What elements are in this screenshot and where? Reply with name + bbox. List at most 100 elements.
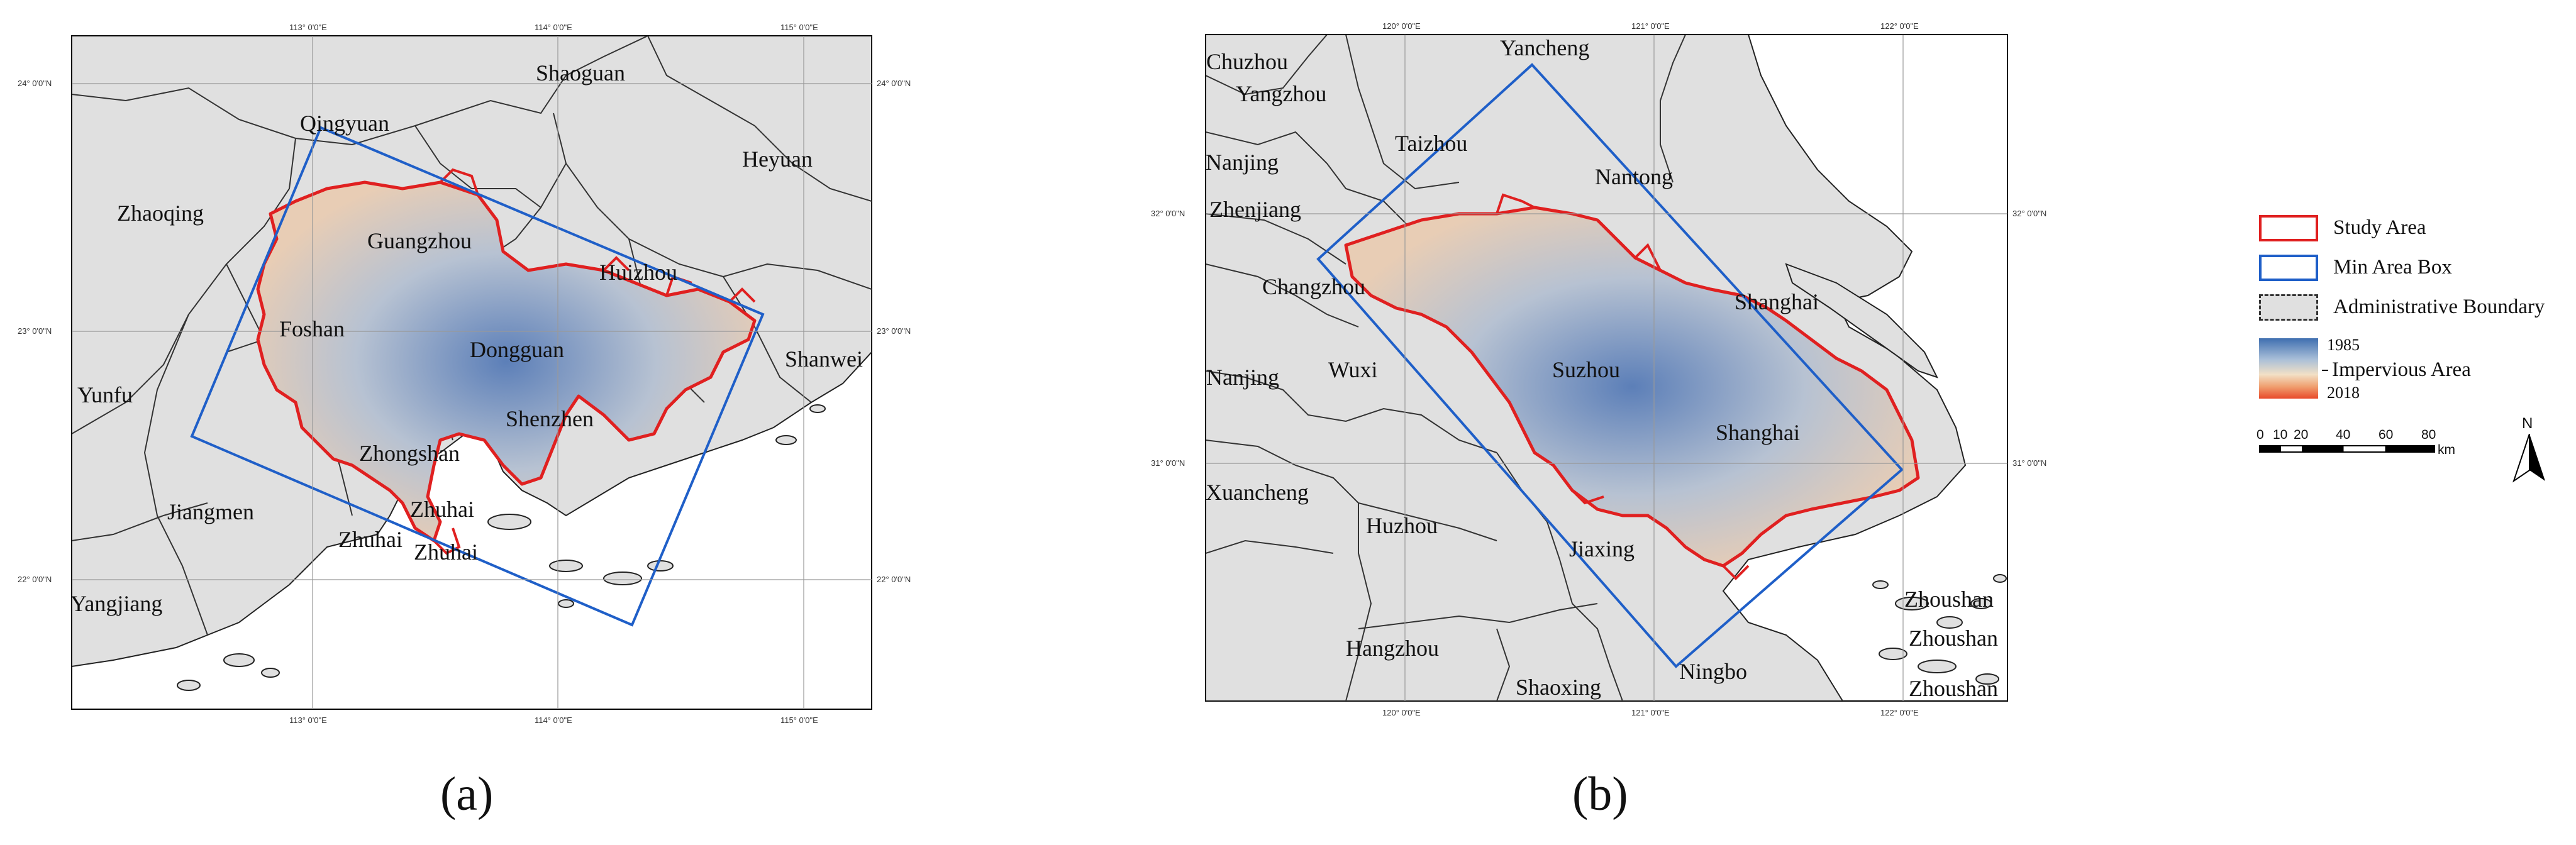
city-label: Suzhou [1552, 357, 1620, 382]
city-label: Xuancheng [1206, 480, 1309, 505]
graticule-a [72, 36, 872, 709]
lon-tick: 113° 0'0"E [289, 715, 327, 725]
lat-tick: 23° 0'0"N [18, 326, 52, 336]
lon-tick: 115° 0'0"E [780, 23, 818, 32]
city-label: Heyuan [742, 146, 813, 172]
city-label: Foshan [279, 316, 345, 341]
north-arrow-icon [2512, 434, 2545, 483]
city-label: Hangzhou [1346, 636, 1439, 661]
legend: Study Area Min Area Box Administrative B… [2251, 207, 2566, 509]
legend-label-study-area: Study Area [2333, 216, 2426, 239]
city-labels-a: Shaoguan Qingyuan Heyuan Zhaoqing Guangz… [70, 60, 863, 616]
islands-b [1872, 574, 2007, 685]
lon-tick: 120° 0'0"E [1382, 21, 1421, 31]
city-label: Shenzhen [506, 406, 594, 431]
city-label: Zhaoqing [117, 201, 204, 226]
subfigure-label-a: (a) [440, 768, 494, 820]
lat-tick: 31° 0'0"N [2012, 458, 2046, 468]
city-label: Dongguan [470, 337, 564, 362]
city-labels-b: Yancheng Chuzhou Yangzhou Taizhou Nanjin… [1206, 35, 1998, 701]
scale-number: 80 [2421, 428, 2436, 442]
map-panel-b: Yancheng Chuzhou Yangzhou Taizhou Nanjin… [1151, 21, 2046, 717]
lat-tick: 23° 0'0"N [877, 326, 911, 336]
city-label: Shaoguan [536, 60, 625, 86]
city-label: Yangzhou [1236, 81, 1326, 106]
study-area-a [256, 180, 757, 543]
city-label: Zhoushan [1909, 676, 1998, 701]
city-label: Shaoxing [1516, 675, 1601, 700]
lat-tick: 31° 0'0"N [1151, 458, 1185, 468]
lon-tick: 122° 0'0"E [1880, 708, 1919, 717]
lon-tick: 122° 0'0"E [1880, 21, 1919, 31]
city-label: Nanjing [1206, 365, 1279, 390]
scale-number: 20 [2294, 428, 2309, 442]
legend-swatch-study-area [2259, 215, 2318, 241]
scale-number: 0 [2257, 428, 2264, 442]
legend-swatch-admin-boundary [2259, 294, 2318, 321]
city-label: Huzhou [1366, 513, 1438, 538]
legend-gradient-bottom: 2018 [2327, 384, 2360, 402]
map-panel-a: Shaoguan Qingyuan Heyuan Zhaoqing Guangz… [18, 23, 911, 725]
lat-tick: 22° 0'0"N [18, 575, 52, 584]
north-arrow: N [2511, 415, 2548, 484]
city-label: Guangzhou [367, 228, 472, 253]
city-label: Shanwei [785, 346, 863, 372]
city-label: Taizhou [1395, 131, 1467, 156]
island-chongming-b [1785, 263, 1938, 378]
lon-tick: 115° 0'0"E [780, 715, 818, 725]
city-label: Zhuhai [338, 527, 402, 552]
lat-tick: 32° 0'0"N [2012, 209, 2046, 218]
lon-tick: 114° 0'0"E [535, 23, 572, 32]
city-label: Changzhou [1262, 274, 1365, 299]
lon-tick: 114° 0'0"E [535, 715, 572, 725]
city-label: Zhenjiang [1209, 197, 1301, 222]
city-label: Ningbo [1679, 659, 1747, 684]
city-label: Zhuhai [410, 497, 474, 522]
city-label: Chuzhou [1206, 49, 1288, 74]
city-label: Nanjing [1206, 150, 1279, 175]
city-label: Huizhou [599, 260, 677, 285]
city-label: Yancheng [1500, 35, 1589, 60]
scale-number: 10 [2273, 428, 2288, 442]
scale-number: 40 [2336, 428, 2351, 442]
study-area-b [1344, 206, 1920, 568]
legend-gradient-top: 1985 [2327, 336, 2360, 354]
city-label: Zhuhai [414, 539, 478, 565]
admin-boundaries-b [1206, 35, 1686, 701]
graticule-b [1206, 35, 2007, 701]
legend-gradient-title: Impervious Area [2332, 358, 2471, 381]
city-label: Zhoushan [1909, 626, 1998, 651]
lat-tick: 22° 0'0"N [877, 575, 911, 584]
city-label: Zhoushan [1904, 587, 1994, 612]
min-area-box-a [190, 126, 765, 627]
scale-bar: 0 10 20 40 60 80 km [2257, 428, 2455, 465]
city-label: Yunfu [77, 382, 133, 407]
city-label: Qingyuan [300, 111, 389, 136]
legend-label-min-area-box: Min Area Box [2333, 256, 2452, 279]
city-label: Shanghai [1735, 289, 1819, 314]
legend-label-admin-boundary: Administrative Boundary [2333, 295, 2545, 318]
min-area-box-b [1316, 63, 1904, 668]
scale-unit: km [2438, 443, 2455, 457]
city-label: Zhongshan [359, 441, 460, 466]
city-label: Shanghai [1716, 420, 1800, 445]
city-label: Yangjiang [70, 591, 162, 616]
lon-tick: 120° 0'0"E [1382, 708, 1421, 717]
lat-tick: 24° 0'0"N [877, 79, 911, 88]
coord-ticks-a: 113° 0'0"E 114° 0'0"E 115° 0'0"E 113° 0'… [18, 23, 911, 725]
lon-tick: 121° 0'0"E [1631, 21, 1670, 31]
city-label: Wuxi [1328, 357, 1378, 382]
study-area-detail-b [1496, 193, 1750, 580]
coord-ticks-b: 120° 0'0"E 121° 0'0"E 122° 0'0"E 120° 0'… [1151, 21, 2046, 717]
scale-number: 60 [2379, 428, 2394, 442]
legend-gradient-impervious [2259, 338, 2318, 399]
lon-tick: 113° 0'0"E [289, 23, 327, 32]
scale-segments [2259, 445, 2435, 453]
north-label: N [2522, 415, 2533, 432]
subfigure-label-b: (b) [1572, 768, 1628, 820]
lon-tick: 121° 0'0"E [1631, 708, 1670, 717]
lat-tick: 24° 0'0"N [18, 79, 52, 88]
lat-tick: 32° 0'0"N [1151, 209, 1185, 218]
city-label: Jiangmen [167, 499, 254, 524]
legend-swatch-min-area-box [2259, 255, 2318, 281]
